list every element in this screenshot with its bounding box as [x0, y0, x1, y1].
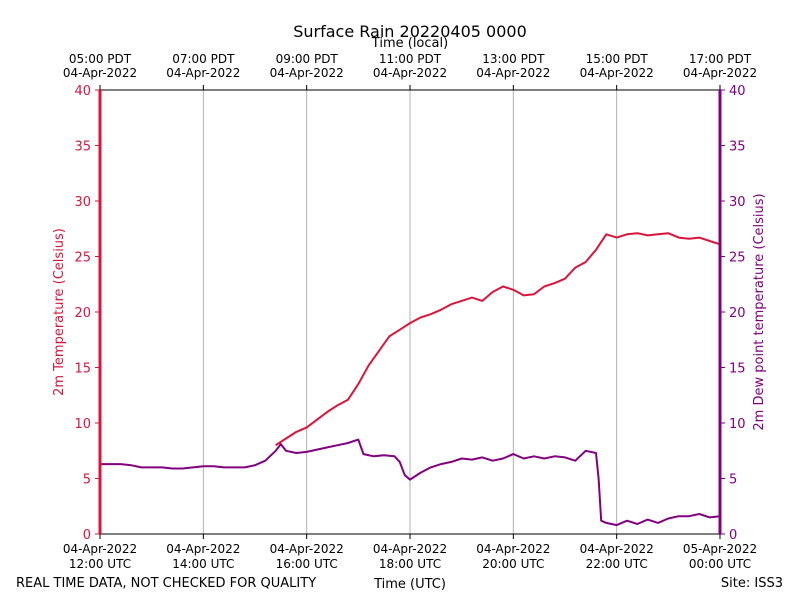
right-tick-label-40: 40 [729, 84, 746, 99]
temperature-line [275, 232, 721, 447]
top-x-axis-label: Time (local) [371, 36, 448, 51]
bottom-tick-time-5: 22:00 UTC [586, 557, 648, 571]
series-layer [100, 232, 721, 527]
left-y-ticks: 0 5 10 15 20 25 30 35 40 [74, 84, 100, 543]
left-tick-label-0: 0 [83, 528, 91, 543]
left-tick-label-20: 20 [74, 306, 91, 321]
right-tick-label-20: 20 [729, 306, 746, 321]
top-tick-time-1: 07:00 PDT [172, 52, 235, 66]
right-tick-label-15: 15 [729, 362, 746, 377]
right-tick-label-25: 25 [729, 251, 746, 266]
quality-disclaimer: REAL TIME DATA, NOT CHECKED FOR QUALITY [16, 576, 316, 591]
right-tick-label-10: 10 [729, 417, 746, 432]
bottom-tick-date-1: 04-Apr-2022 [166, 542, 240, 556]
left-y-axis-label: 2m Temperature (Celsius) [52, 228, 67, 396]
bottom-tick-time-1: 14:00 UTC [172, 557, 234, 571]
bottom-tick-time-2: 16:00 UTC [276, 557, 338, 571]
top-tick-date-1: 04-Apr-2022 [166, 66, 240, 80]
bottom-tick-date-2: 04-Apr-2022 [270, 542, 344, 556]
dewpoint-line [100, 438, 721, 527]
top-tick-time-0: 05:00 PDT [69, 52, 132, 66]
top-tick-date-2: 04-Apr-2022 [270, 66, 344, 80]
left-tick-label-5: 5 [83, 473, 91, 488]
top-tick-date-0: 04-Apr-2022 [63, 66, 137, 80]
left-tick-label-30: 30 [74, 195, 91, 210]
right-tick-label-35: 35 [729, 140, 746, 155]
top-tick-time-5: 15:00 PDT [586, 52, 649, 66]
bottom-tick-time-4: 20:00 UTC [482, 557, 544, 571]
top-tick-date-3: 04-Apr-2022 [373, 66, 447, 80]
site-label: Site: ISS3 [721, 576, 783, 591]
top-tick-date-4: 04-Apr-2022 [476, 66, 550, 80]
top-tick-time-2: 09:00 PDT [276, 52, 339, 66]
bottom-tick-time-3: 18:00 UTC [379, 557, 441, 571]
bottom-tick-date-3: 04-Apr-2022 [373, 542, 447, 556]
left-tick-label-25: 25 [74, 251, 91, 266]
right-y-ticks: 0 5 10 15 20 25 30 35 40 [720, 84, 746, 543]
chart-title: Surface Rain 20220405 0000 [293, 22, 527, 41]
left-tick-label-15: 15 [74, 362, 91, 377]
left-tick-label-10: 10 [74, 417, 91, 432]
bottom-tick-date-6: 05-Apr-2022 [683, 542, 757, 556]
top-tick-date-5: 04-Apr-2022 [580, 66, 654, 80]
right-tick-label-5: 5 [729, 473, 737, 488]
top-tick-time-4: 13:00 PDT [482, 52, 545, 66]
top-tick-date-6: 04-Apr-2022 [683, 66, 757, 80]
bottom-tick-date-5: 04-Apr-2022 [580, 542, 654, 556]
bottom-x-axis-label: Time (UTC) [373, 577, 446, 592]
left-tick-label-40: 40 [74, 84, 91, 99]
right-tick-label-0: 0 [729, 528, 737, 543]
top-tick-time-3: 11:00 PDT [379, 52, 442, 66]
left-tick-label-35: 35 [74, 140, 91, 155]
bottom-tick-time-0: 12:00 UTC [69, 557, 131, 571]
vertical-grid [202, 90, 618, 534]
top-tick-time-6: 17:00 PDT [689, 52, 752, 66]
bottom-tick-time-6: 00:00 UTC [689, 557, 751, 571]
bottom-tick-date-0: 04-Apr-2022 [63, 542, 137, 556]
right-y-axis-label: 2m Dew point temperature (Celsius) [752, 193, 767, 430]
bottom-tick-date-4: 04-Apr-2022 [476, 542, 550, 556]
right-tick-label-30: 30 [729, 195, 746, 210]
